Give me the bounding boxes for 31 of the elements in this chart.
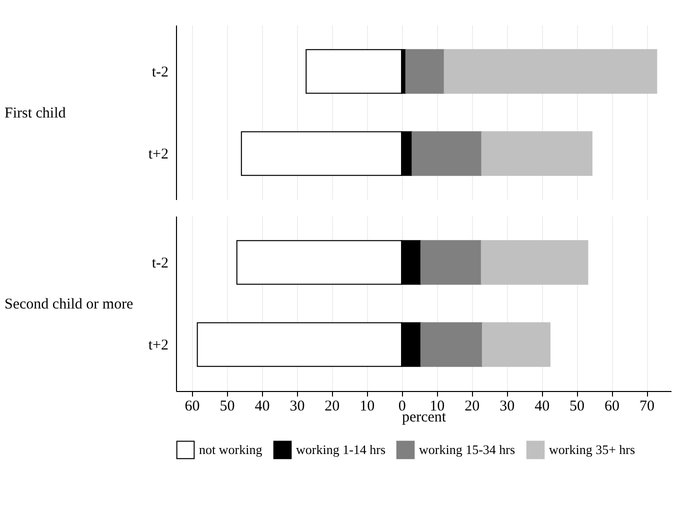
bar [405, 49, 445, 94]
x-tick-label: 20 [324, 398, 340, 414]
x-tick-label: 60 [604, 398, 620, 414]
y-tick-label: t-2 [152, 64, 168, 80]
x-tick-label: 70 [640, 398, 655, 414]
legend-label: working 1-14 hrs [296, 442, 386, 457]
y-tick-label: t+2 [148, 146, 168, 163]
legend-label: working 15-34 hrs [419, 442, 516, 457]
bar [306, 49, 402, 94]
y-axis-title: Second child or more [4, 296, 134, 312]
x-tick-label: 40 [254, 398, 270, 414]
bar [412, 131, 482, 176]
x-tick-label: 30 [500, 398, 515, 414]
x-tick-label: 30 [290, 398, 305, 414]
x-tick-label: 10 [360, 398, 375, 414]
x-tick-label: 20 [464, 398, 480, 414]
y-tick-label: t+2 [148, 338, 168, 354]
x-tick-label: 50 [570, 398, 585, 414]
legend-label: not working [199, 442, 263, 457]
bar [444, 49, 658, 94]
x-tick-label: 50 [220, 398, 235, 414]
x-tick-label: 40 [534, 398, 550, 414]
bar [480, 240, 588, 285]
legend-label: working 35+ hrs [549, 442, 636, 457]
y-tick-label: t-2 [152, 255, 168, 272]
y-axis-title: First child [4, 106, 66, 122]
x-tick-label: 60 [184, 398, 200, 414]
bar [481, 131, 592, 176]
bar [420, 322, 483, 367]
bar [420, 240, 482, 285]
bar [482, 322, 550, 367]
